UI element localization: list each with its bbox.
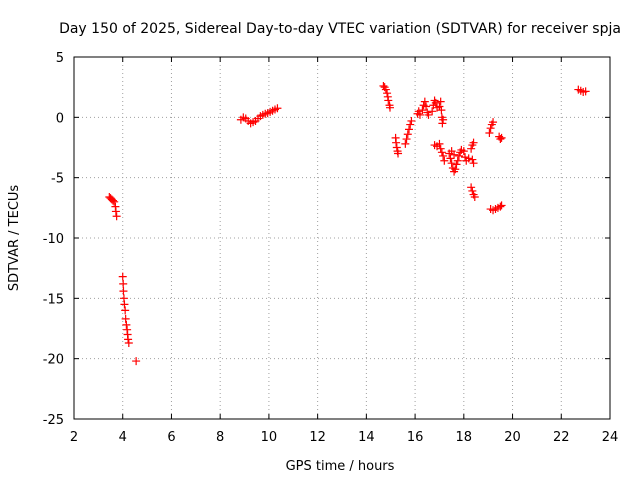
data-point <box>581 87 590 96</box>
data-point <box>384 96 393 105</box>
x-axis-label: GPS time / hours <box>286 459 395 474</box>
data-point <box>401 139 410 148</box>
x-tick-labels: 2 4 6 8 10 12 14 16 18 20 22 24 <box>70 430 618 445</box>
data-point <box>394 149 403 158</box>
data-point <box>437 106 446 115</box>
y-tick-label: -20 <box>43 353 64 368</box>
data-point <box>451 165 460 174</box>
data-point <box>469 159 478 168</box>
y-tick-labels: -25 -20 -15 -10 -5 0 5 <box>43 51 64 428</box>
data-point <box>468 186 477 195</box>
data-point <box>385 103 394 112</box>
y-tick-label: 5 <box>56 51 64 66</box>
data-point <box>405 125 413 134</box>
data-point <box>446 154 455 163</box>
data-point <box>110 197 119 206</box>
x-tick-label: 4 <box>119 430 127 445</box>
data-point <box>496 202 505 211</box>
data-point <box>435 102 444 111</box>
data-point <box>124 338 133 347</box>
x-tick-label: 2 <box>70 430 78 445</box>
data-point <box>428 107 437 116</box>
y-tick-label: -10 <box>43 232 64 247</box>
data-point <box>485 129 494 138</box>
tick-layer <box>73 56 611 420</box>
data-point <box>108 196 117 205</box>
data-point <box>406 120 415 129</box>
data-point <box>486 124 495 133</box>
data-point <box>469 138 478 147</box>
data-point <box>120 300 129 309</box>
y-tick-label: -15 <box>43 292 64 307</box>
data-point <box>439 115 448 124</box>
data-point <box>418 106 427 115</box>
data-point <box>447 159 456 168</box>
data-point <box>111 207 120 216</box>
x-tick-label: 20 <box>504 430 521 445</box>
x-tick-label: 14 <box>358 430 375 445</box>
y-tick-label: 0 <box>56 111 64 126</box>
data-point <box>438 119 447 128</box>
x-tick-label: 16 <box>407 430 424 445</box>
data-point <box>424 110 433 119</box>
data-point <box>112 212 121 221</box>
data-point <box>402 135 411 144</box>
y-axis-label: SDTVAR / TECUs <box>7 185 22 292</box>
data-point <box>467 183 476 192</box>
x-tick-label: 24 <box>602 430 619 445</box>
data-point <box>414 107 423 116</box>
data-point <box>461 153 470 162</box>
data-point <box>489 118 498 127</box>
data-point <box>431 98 440 107</box>
data-point <box>121 306 130 315</box>
data-point <box>468 155 477 164</box>
data-point <box>119 287 128 296</box>
data-point <box>422 102 431 111</box>
data-point <box>436 144 445 153</box>
data-point <box>403 130 412 139</box>
data-point <box>437 148 446 157</box>
data-point <box>392 143 401 152</box>
data-point <box>450 150 459 159</box>
data-points <box>105 81 590 366</box>
data-point <box>435 139 444 148</box>
data-point <box>470 192 479 201</box>
data-point <box>420 97 429 106</box>
data-point <box>436 97 445 106</box>
data-point <box>440 156 449 165</box>
grid-layer <box>74 57 610 419</box>
y-tick-label: -25 <box>43 413 64 428</box>
data-point <box>132 357 141 366</box>
chart-title: Day 150 of 2025, Sidereal Day-to-day VTE… <box>59 21 621 37</box>
x-tick-label: 18 <box>456 430 473 445</box>
x-tick-label: 22 <box>553 430 570 445</box>
data-point <box>383 89 392 98</box>
data-point <box>496 135 505 144</box>
data-point <box>381 85 390 94</box>
data-point <box>454 151 463 160</box>
x-tick-label: 12 <box>309 430 326 445</box>
data-point <box>497 133 506 142</box>
data-point <box>407 116 416 125</box>
data-point <box>273 104 282 113</box>
y-tick-label: -5 <box>51 172 64 187</box>
data-point <box>119 279 128 288</box>
data-point <box>439 151 448 160</box>
data-point <box>467 144 476 153</box>
data-point <box>459 147 468 156</box>
x-tick-label: 10 <box>261 430 278 445</box>
data-point <box>497 201 506 210</box>
data-point <box>392 138 401 147</box>
data-point <box>453 156 462 165</box>
data-point <box>118 272 127 281</box>
data-point <box>121 314 130 323</box>
x-tick-label: 6 <box>167 430 175 445</box>
data-point <box>124 335 133 344</box>
data-point <box>452 160 461 169</box>
data-point <box>464 154 473 163</box>
data-point <box>415 110 424 119</box>
x-tick-label: 8 <box>216 430 224 445</box>
data-point <box>122 320 131 329</box>
